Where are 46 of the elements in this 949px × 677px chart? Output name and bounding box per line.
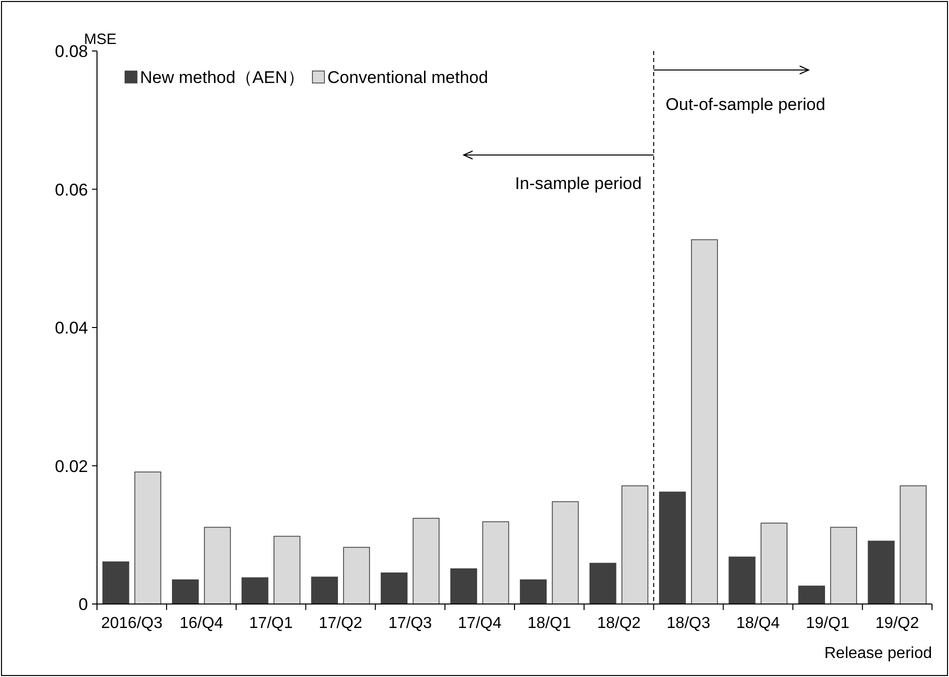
bar — [659, 492, 686, 604]
bar — [172, 579, 199, 604]
x-tick-label: 16/Q4 — [180, 615, 224, 632]
x-tick-label: 19/Q2 — [875, 615, 920, 632]
legend-label: Conventional method — [327, 68, 488, 87]
bar — [868, 540, 895, 604]
bar — [204, 526, 231, 604]
bar — [760, 522, 788, 604]
x-tick-label: 18/Q3 — [666, 615, 710, 632]
bar — [311, 576, 338, 604]
y-tick-label: 0.08 — [54, 42, 88, 61]
x-axis-title: Release period — [824, 645, 932, 662]
bar — [102, 561, 130, 604]
x-tick-label: 17/Q1 — [249, 615, 293, 632]
bar — [274, 536, 300, 604]
x-tick-label: 17/Q4 — [458, 615, 502, 632]
bar — [450, 568, 478, 604]
bar — [552, 501, 579, 604]
y-tick-label: 0.02 — [54, 456, 88, 476]
bar — [380, 572, 408, 604]
bar — [343, 546, 370, 604]
bar — [589, 562, 616, 604]
bar — [134, 472, 162, 604]
bar — [798, 586, 826, 604]
bar — [412, 518, 440, 604]
annotation: In-sample period — [515, 174, 642, 193]
legend-label: New method（AEN） — [140, 68, 304, 87]
bar — [830, 526, 858, 604]
y-tick-label: 0 — [78, 595, 88, 614]
x-tick-label: 17/Q3 — [388, 615, 432, 632]
x-tick-label: 18/Q1 — [527, 615, 572, 632]
x-tick-label: 19/Q1 — [806, 615, 850, 632]
bar — [900, 485, 927, 604]
y-tick-label: 0.06 — [54, 180, 88, 200]
bar — [242, 577, 268, 604]
x-tick-label: 18/Q4 — [736, 615, 780, 632]
bar — [520, 579, 547, 604]
bar — [691, 239, 718, 604]
annotation: Out-of-sample period — [666, 95, 826, 114]
x-tick-label: 18/Q2 — [597, 615, 641, 632]
x-tick-label: 2016/Q3 — [101, 615, 163, 632]
bar — [728, 556, 756, 604]
bar — [621, 485, 648, 604]
x-tick-label: 17/Q2 — [318, 615, 362, 632]
bar — [482, 521, 510, 604]
y-tick-label: 0.04 — [54, 318, 88, 338]
